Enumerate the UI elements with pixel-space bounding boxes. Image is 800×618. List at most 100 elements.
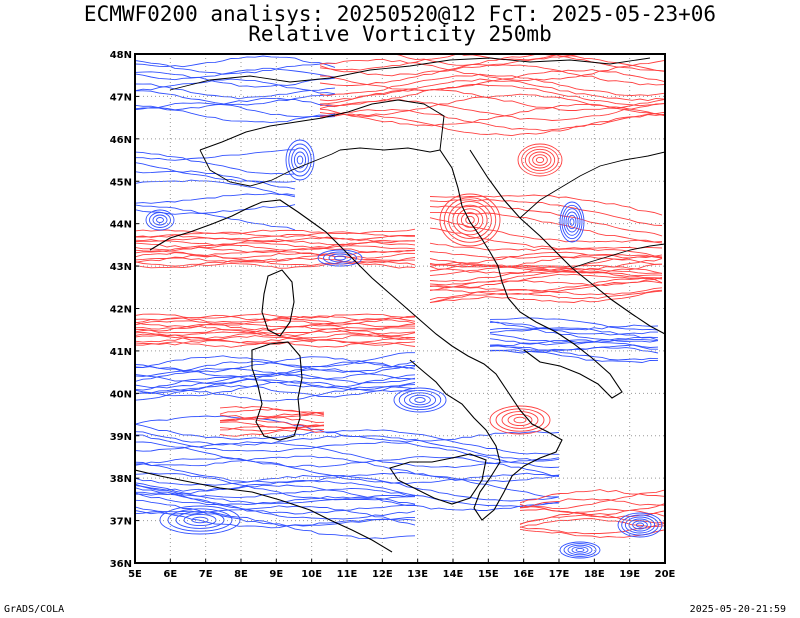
negative-vorticity-contour xyxy=(489,339,658,350)
negative-vorticity-contour xyxy=(183,513,217,527)
positive-vorticity-contour xyxy=(429,277,663,292)
negative-vorticity-contour xyxy=(559,541,601,559)
negative-vorticity-contour xyxy=(414,397,426,403)
positive-vorticity-contour xyxy=(135,257,415,264)
positive-vorticity-contour xyxy=(429,287,663,301)
positive-vorticity-contour xyxy=(519,518,665,528)
positive-vorticity-contour xyxy=(319,59,665,81)
negative-vorticity-contour xyxy=(152,214,168,226)
lon-tick-label: 8E xyxy=(234,569,248,580)
negative-vorticity-contour xyxy=(288,143,312,177)
footer-credit: GrADS/COLA xyxy=(4,604,65,615)
positive-vorticity-contour xyxy=(429,289,663,304)
negative-vorticity-contour xyxy=(135,151,296,175)
negative-vorticity-contour xyxy=(135,482,416,505)
negative-vorticity-contour xyxy=(403,392,437,408)
lon-tick-label: 5E xyxy=(128,569,142,580)
negative-vorticity-contour xyxy=(135,474,560,502)
negative-vorticity-contour xyxy=(490,349,659,363)
negative-vorticity-contour xyxy=(135,97,336,111)
lon-tick-label: 10E xyxy=(301,569,322,580)
positive-vorticity-contour xyxy=(219,424,325,432)
lat-tick-label: 45N xyxy=(110,177,132,188)
lat-tick-label: 44N xyxy=(110,220,132,231)
negative-vorticity-contour xyxy=(135,179,296,198)
lon-tick-label: 13E xyxy=(407,569,428,580)
negative-vorticity-contour xyxy=(159,505,241,535)
lon-tick-label: 18E xyxy=(584,569,605,580)
lat-tick-label: 41N xyxy=(110,347,132,358)
positive-vorticity-contour xyxy=(319,88,665,111)
negative-vorticity-contour xyxy=(617,512,663,538)
lat-tick-label: 42N xyxy=(110,305,132,316)
negative-vorticity-contour xyxy=(135,487,416,515)
positive-vorticity-contour xyxy=(219,428,325,437)
lat-tick-label: 47N xyxy=(110,92,132,103)
negative-vorticity-contour xyxy=(635,522,645,528)
balkan-coastline xyxy=(469,149,665,335)
lat-tick-label: 48N xyxy=(110,50,132,61)
negative-vorticity-contour xyxy=(334,255,346,261)
coastlines xyxy=(135,57,665,553)
negative-vorticity-contour xyxy=(628,518,652,532)
negative-vorticity-contour xyxy=(328,253,352,263)
positive-vorticity-contour xyxy=(135,317,416,324)
negative-vorticity-contour xyxy=(489,346,659,354)
positive-vorticity-contour xyxy=(429,267,663,282)
positive-vorticity-contour xyxy=(429,205,663,237)
corsica-coastline xyxy=(261,269,295,337)
positive-vorticity-contour xyxy=(319,103,665,127)
lon-tick-label: 19E xyxy=(619,569,640,580)
positive-vorticity-contour xyxy=(459,54,585,61)
negative-vorticity-contour xyxy=(135,505,416,526)
negative-vorticity-contour xyxy=(135,107,336,124)
lat-tick-label: 46N xyxy=(110,135,132,146)
negative-vorticity-contour xyxy=(135,441,560,469)
adriatic-coastline xyxy=(439,149,623,399)
negative-vorticity-contour xyxy=(285,139,315,181)
positive-vorticity-contour xyxy=(135,234,416,241)
lat-tick-label: 37N xyxy=(110,517,132,528)
lon-tick-label: 12E xyxy=(372,569,393,580)
positive-vorticity-contour xyxy=(135,336,416,344)
negative-vorticity-contour xyxy=(135,386,416,402)
positive-vorticity-contour xyxy=(521,146,559,174)
negative-vorticity-contour xyxy=(135,162,296,183)
positive-vorticity-contour xyxy=(135,341,416,348)
negative-vorticity-contour xyxy=(135,380,416,397)
positive-vorticity-contour xyxy=(219,413,325,422)
positive-vorticity-contour xyxy=(219,408,325,416)
negative-vorticity-contour xyxy=(569,218,575,226)
positive-vorticity-contour xyxy=(489,405,551,435)
positive-vorticity-contour xyxy=(501,411,539,429)
negative-vorticity-contour xyxy=(135,491,416,520)
positive-vorticity-contour xyxy=(135,262,416,269)
negative-vorticity-contour xyxy=(135,434,560,468)
positive-vorticity-contour xyxy=(219,406,325,415)
positive-vorticity-contour xyxy=(429,227,663,250)
positive-vorticity-contour xyxy=(429,276,663,291)
negative-vorticity-contour xyxy=(167,508,233,532)
positive-vorticity-contour xyxy=(460,212,480,228)
negative-vorticity-contour xyxy=(135,472,416,501)
lon-tick-label: 14E xyxy=(443,569,464,580)
positive-vorticity-contour xyxy=(429,258,663,272)
positive-vorticity-contour xyxy=(528,151,552,169)
positive-vorticity-contour xyxy=(429,194,663,216)
positive-vorticity-contour xyxy=(135,254,416,262)
positive-vorticity-contour xyxy=(135,228,416,235)
positive-vorticity-contour xyxy=(135,249,416,257)
negative-vorticity-contour xyxy=(489,327,659,341)
negative-vorticity-contour xyxy=(393,387,447,413)
chart-title: ECMWF0200 analisys: 20250520@12 FcT: 202… xyxy=(83,2,717,26)
negative-vorticity-contour xyxy=(135,55,336,68)
positive-vorticity-contour xyxy=(135,339,416,346)
negative-vorticity-contour xyxy=(571,546,589,554)
negative-vorticity-contour xyxy=(489,321,659,331)
positive-vorticity-contour xyxy=(519,523,665,535)
negative-vorticity-contour xyxy=(135,506,416,529)
negative-vorticity-contour xyxy=(323,251,357,265)
negative-vorticity-contour xyxy=(175,511,225,529)
positive-vorticity-contour xyxy=(519,498,665,509)
positive-vorticity-contour xyxy=(429,251,663,267)
